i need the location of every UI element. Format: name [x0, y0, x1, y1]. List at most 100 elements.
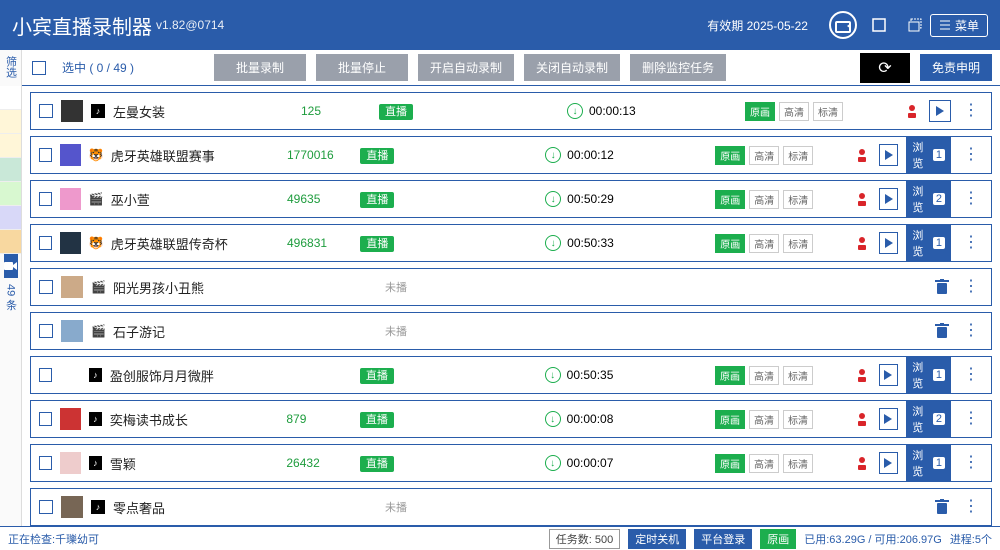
select-all-checkbox[interactable] — [32, 61, 46, 75]
auto-off-button[interactable]: 关闭自动录制 — [524, 54, 620, 81]
task-count-button[interactable]: 任务数: 500 — [549, 529, 620, 549]
row-checkbox[interactable] — [39, 148, 52, 162]
thumbnail — [61, 496, 83, 518]
stream-row: ♪奕梅读书成长879直播↓00:00:08原画高清标清浏览 2⋮ — [30, 400, 992, 438]
batch-stop-button[interactable]: 批量停止 — [316, 54, 408, 81]
left-sidebar: 筛选 49 条 — [0, 50, 22, 526]
thumbnail — [60, 364, 81, 386]
row-checkbox[interactable] — [39, 236, 52, 250]
record-icon[interactable] — [853, 366, 871, 384]
row-menu-icon[interactable]: ⋮ — [959, 147, 983, 163]
row-checkbox[interactable] — [39, 104, 53, 118]
stream-row: 🎬阳光男孩小丑熊未播⋮ — [30, 268, 992, 306]
stream-name: 零点奢品 — [113, 498, 165, 517]
live-badge: 直播 — [360, 192, 394, 208]
batch-record-button[interactable]: 批量录制 — [214, 54, 306, 81]
browse-button[interactable]: 浏览 1 — [906, 356, 951, 394]
stream-id: 496831 — [287, 236, 352, 250]
stream-row: 🎬巫小萱49635直播↓00:50:29原画高清标清浏览 2⋮ — [30, 180, 992, 218]
thumbnail — [60, 232, 81, 254]
play-button[interactable] — [879, 232, 899, 254]
stream-row: ♪盈创服饰月月微胖直播↓00:50:35原画高清标清浏览 1⋮ — [30, 356, 992, 394]
stream-name: 石子游记 — [113, 322, 165, 341]
row-checkbox[interactable] — [39, 192, 52, 206]
delete-icon[interactable] — [933, 322, 951, 340]
quality-selector[interactable]: 原画高清标清 — [715, 234, 836, 253]
row-menu-icon[interactable]: ⋮ — [959, 191, 983, 207]
row-menu-icon[interactable]: ⋮ — [959, 411, 983, 427]
expiry-label: 有效期 2025-05-22 — [707, 17, 808, 34]
play-button[interactable] — [879, 408, 899, 430]
play-button[interactable] — [879, 364, 899, 386]
row-menu-icon[interactable]: ⋮ — [959, 455, 983, 471]
stream-name: 巫小萱 — [111, 190, 150, 209]
play-button[interactable] — [879, 188, 899, 210]
row-menu-icon[interactable]: ⋮ — [959, 499, 983, 515]
duration: 00:00:07 — [567, 456, 614, 470]
record-icon[interactable] — [853, 454, 871, 472]
row-checkbox[interactable] — [39, 280, 53, 294]
browse-button[interactable]: 浏览 1 — [906, 224, 951, 262]
row-menu-icon[interactable]: ⋮ — [959, 323, 983, 339]
stream-id: 879 — [286, 412, 352, 426]
row-menu-icon[interactable]: ⋮ — [959, 235, 983, 251]
quality-button[interactable]: 原画 — [760, 529, 796, 549]
delete-icon[interactable] — [933, 278, 951, 296]
stream-id: 49635 — [287, 192, 352, 206]
browse-button[interactable]: 浏览 1 — [906, 444, 951, 482]
record-icon[interactable] — [903, 102, 921, 120]
record-icon[interactable] — [853, 190, 871, 208]
quality-selector[interactable]: 原画高清标清 — [745, 102, 875, 121]
quality-selector[interactable]: 原画高清标清 — [715, 190, 836, 209]
row-checkbox[interactable] — [39, 412, 52, 426]
browse-button[interactable]: 浏览 2 — [906, 400, 951, 438]
row-menu-icon[interactable]: ⋮ — [959, 279, 983, 295]
camera-icon[interactable] — [828, 10, 858, 40]
restore-icon[interactable] — [900, 10, 930, 40]
record-icon[interactable] — [853, 234, 871, 252]
filter-label[interactable]: 筛选 — [3, 50, 19, 86]
refresh-button[interactable]: ⟳ — [860, 53, 910, 83]
row-menu-icon[interactable]: ⋮ — [959, 103, 983, 119]
app-version: v1.82@0714 — [156, 18, 224, 32]
menu-button[interactable]: 菜单 — [930, 14, 988, 37]
delete-monitor-button[interactable]: 删除监控任务 — [630, 54, 726, 81]
thumbnail — [60, 408, 81, 430]
stream-id: 125 — [301, 104, 371, 118]
record-icon[interactable] — [853, 146, 871, 164]
disclaimer-button[interactable]: 免责申明 — [920, 54, 992, 81]
row-menu-icon[interactable]: ⋮ — [959, 367, 983, 383]
quality-selector[interactable]: 原画高清标清 — [715, 454, 837, 473]
row-checkbox[interactable] — [39, 456, 52, 470]
play-button[interactable] — [929, 100, 951, 122]
row-checkbox[interactable] — [39, 368, 52, 382]
play-button[interactable] — [879, 144, 899, 166]
row-checkbox[interactable] — [39, 500, 53, 514]
duration: 00:00:08 — [567, 412, 614, 426]
live-badge: 直播 — [360, 236, 394, 252]
record-icon[interactable] — [853, 410, 871, 428]
row-checkbox[interactable] — [39, 324, 53, 338]
quality-selector[interactable]: 原画高清标清 — [715, 410, 837, 429]
download-icon: ↓ — [545, 411, 561, 427]
download-icon: ↓ — [545, 147, 561, 163]
delete-icon[interactable] — [933, 498, 951, 516]
duration: 00:00:13 — [589, 104, 636, 118]
download-icon: ↓ — [567, 103, 583, 119]
quality-selector[interactable]: 原画高清标清 — [715, 146, 836, 165]
stream-name: 盈创服饰月月微胖 — [110, 366, 214, 385]
browse-button[interactable]: 浏览 1 — [906, 136, 951, 174]
shutdown-button[interactable]: 定时关机 — [628, 529, 686, 549]
process-count: 进程:5个 — [950, 531, 992, 547]
browse-button[interactable]: 浏览 2 — [906, 180, 951, 218]
title-bar: 小宾直播录制器 v1.82@0714 有效期 2025-05-22 菜单 — [0, 0, 1000, 50]
sidebar-camera-icon[interactable] — [4, 254, 18, 278]
auto-on-button[interactable]: 开启自动录制 — [418, 54, 514, 81]
stream-id: 1770016 — [287, 148, 352, 162]
stream-row: 🎬石子游记未播⋮ — [30, 312, 992, 350]
maximize-icon[interactable] — [864, 10, 894, 40]
stream-name: 虎牙英雄联盟传奇杯 — [111, 234, 228, 253]
play-button[interactable] — [879, 452, 899, 474]
platform-login-button[interactable]: 平台登录 — [694, 529, 752, 549]
quality-selector[interactable]: 原画高清标清 — [715, 366, 837, 385]
